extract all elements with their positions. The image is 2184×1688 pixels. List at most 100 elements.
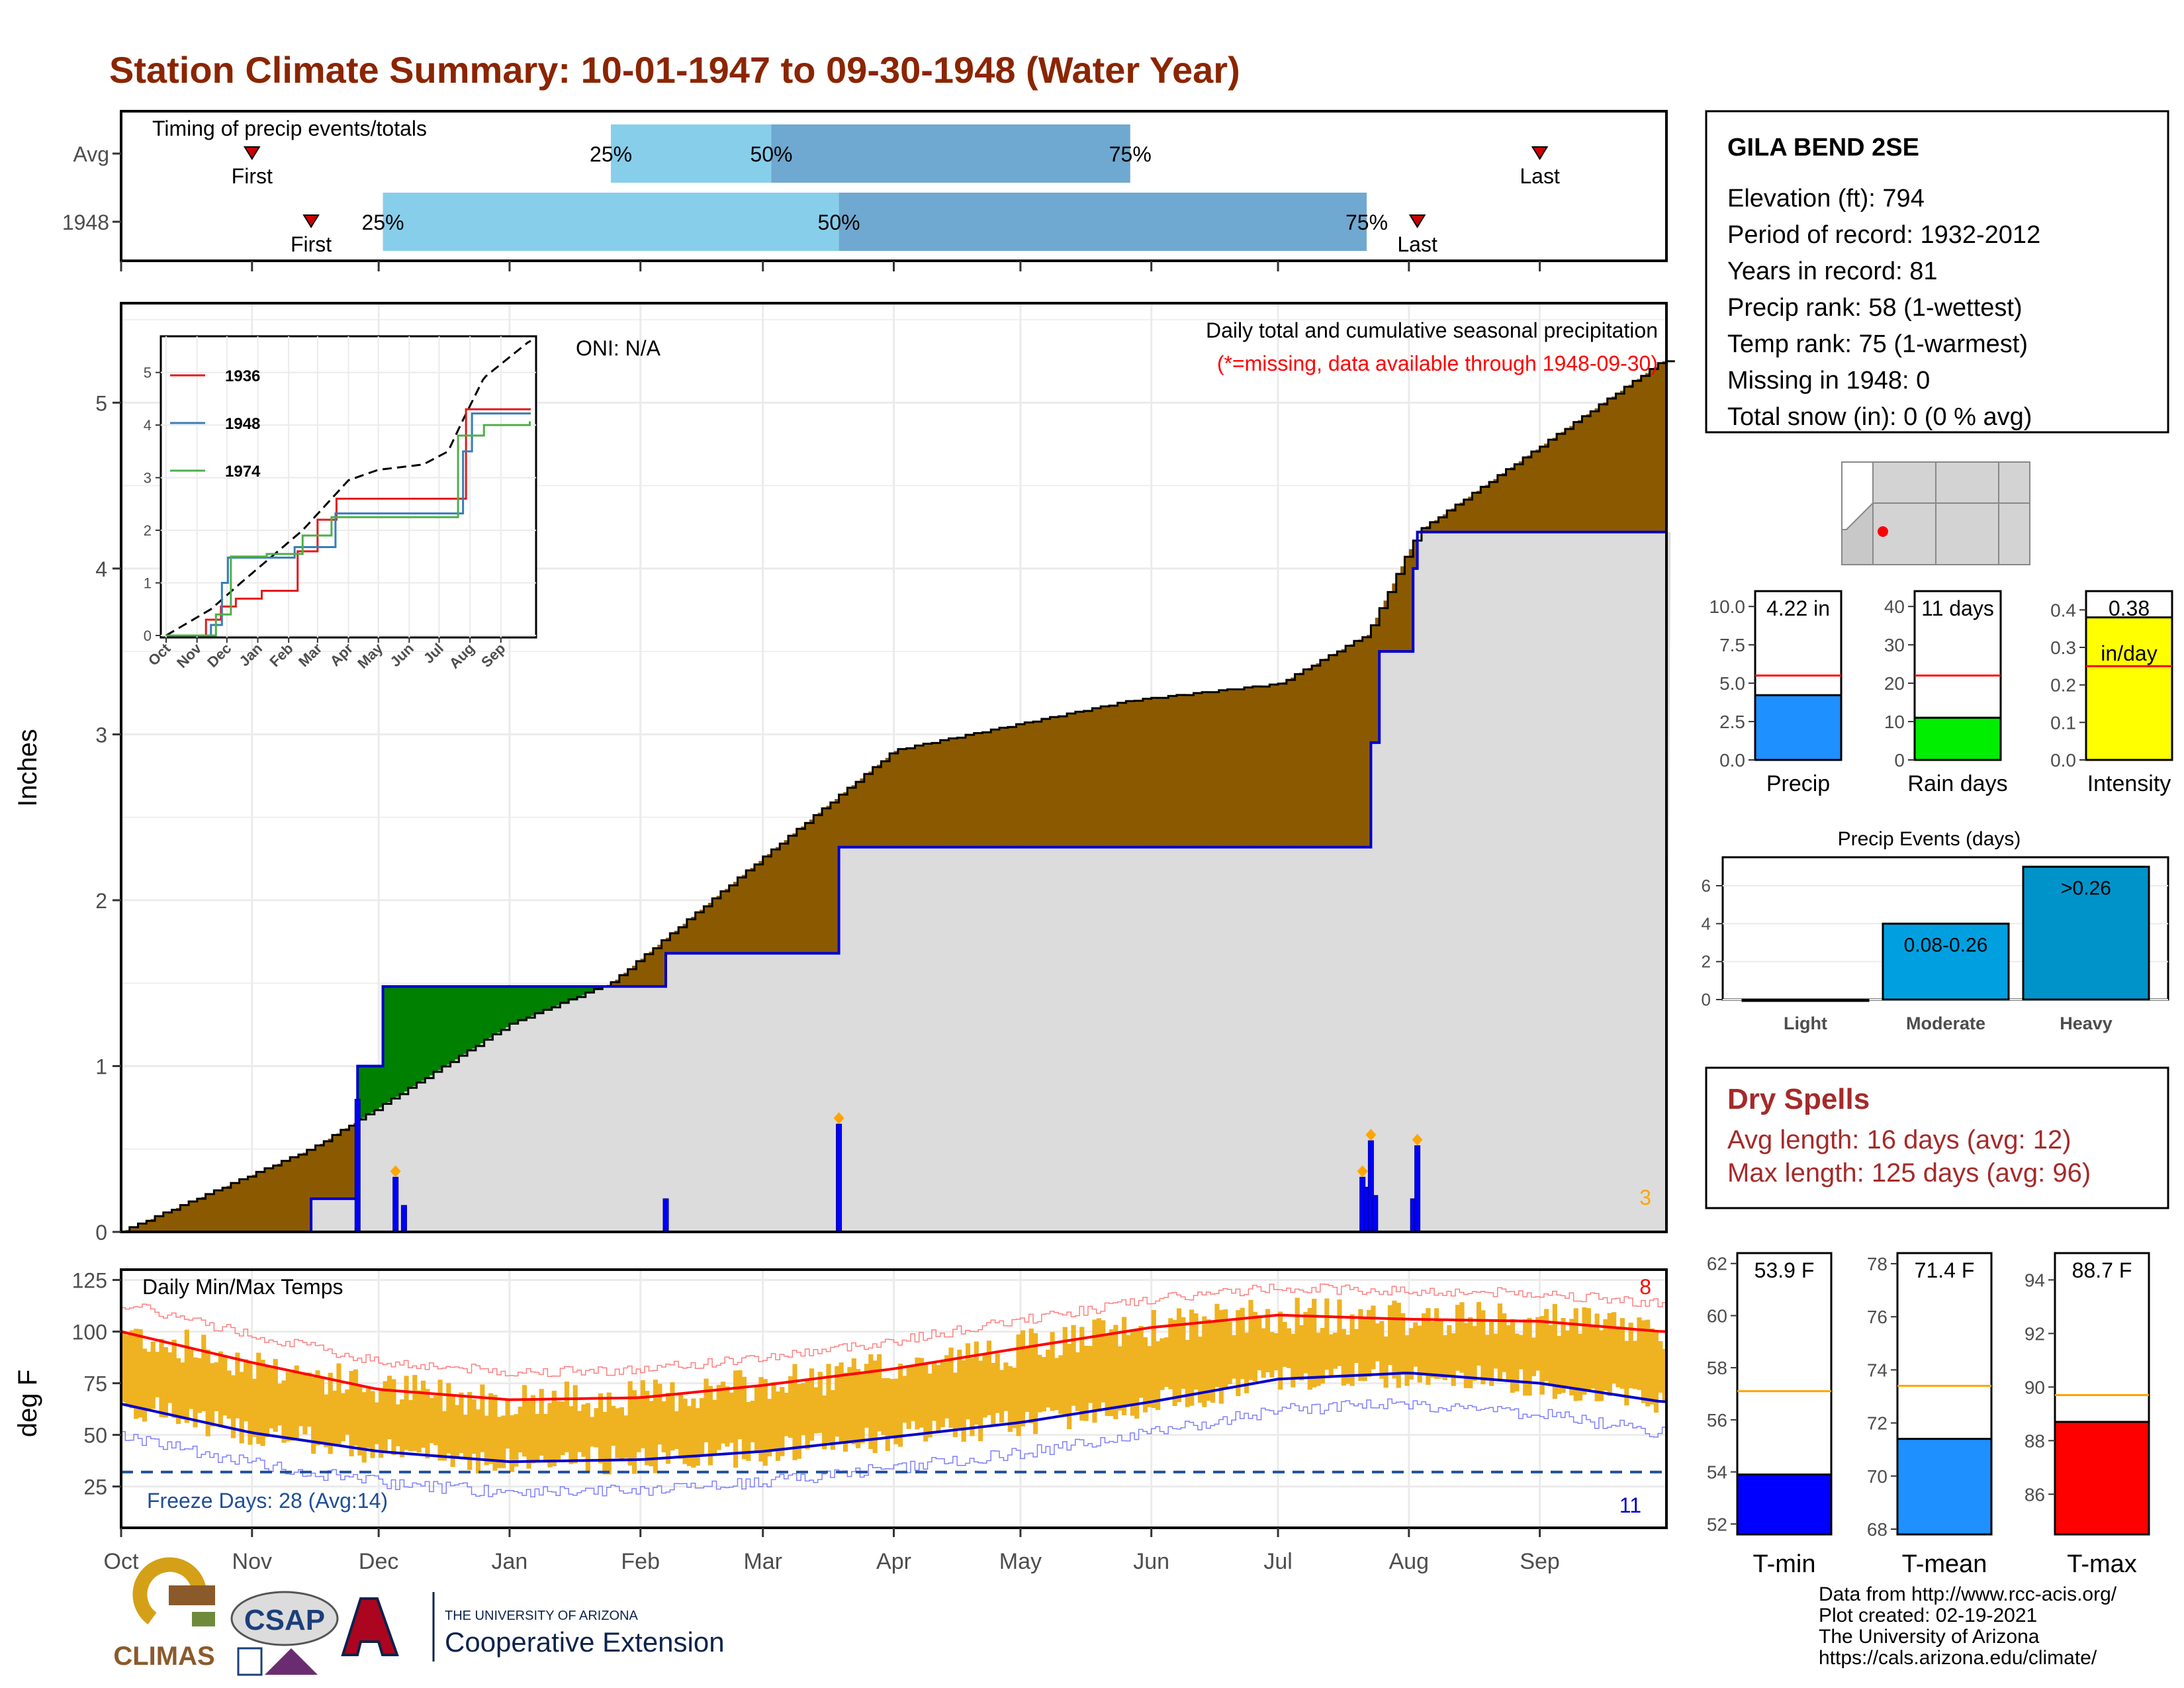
daily-temp-range-bar bbox=[290, 1369, 295, 1441]
dry-spells-max: Max length: 125 days (avg: 96) bbox=[1727, 1158, 2091, 1188]
small-bar-ytick-label: 40 bbox=[1884, 596, 1905, 617]
deficit-area bbox=[1637, 379, 1642, 532]
timing-bar-50-75 bbox=[839, 193, 1367, 251]
daily-temp-range-bar bbox=[1459, 1302, 1465, 1373]
deficit-area bbox=[1046, 719, 1051, 847]
month-tick-label: Feb bbox=[621, 1549, 660, 1574]
precip-events-bar bbox=[1741, 998, 1870, 1002]
daily-temp-range-bar bbox=[746, 1401, 751, 1461]
small-bar-category-label: Precip bbox=[1766, 771, 1830, 796]
deficit-area bbox=[674, 931, 679, 954]
deficit-area bbox=[1236, 689, 1241, 847]
inset-ytick-label: 0 bbox=[144, 628, 152, 644]
daily-temp-range-bar bbox=[535, 1414, 540, 1462]
deficit-area bbox=[205, 1195, 210, 1232]
surplus-area bbox=[370, 1066, 375, 1113]
daily-temp-range-bar bbox=[682, 1398, 688, 1464]
daily-temp-range-bar bbox=[167, 1352, 173, 1403]
deficit-area bbox=[839, 795, 844, 847]
daily-temp-range-bar bbox=[455, 1405, 460, 1457]
avg-min-temp-line bbox=[120, 1372, 1667, 1464]
station-info-line: Temp rank: 75 (1-warmest) bbox=[1727, 330, 2028, 358]
daily-temp-range-bar bbox=[594, 1408, 599, 1448]
daily-temp-range-bar bbox=[686, 1406, 692, 1466]
surplus-area bbox=[391, 986, 396, 1100]
daily-temp-range-bar bbox=[1569, 1319, 1574, 1396]
daily-temp-range-bar bbox=[1092, 1319, 1097, 1423]
daily-temp-range-bar bbox=[501, 1415, 506, 1468]
daily-temp-range-bar bbox=[1176, 1308, 1182, 1403]
daily-temp-range-bar bbox=[813, 1387, 819, 1434]
events-ytick-label: 6 bbox=[1702, 876, 1711, 896]
deficit-area bbox=[230, 1184, 236, 1232]
daily-temp-range-bar bbox=[970, 1358, 975, 1436]
daily-temp-range-bar bbox=[1037, 1354, 1042, 1413]
deficit-area bbox=[1176, 696, 1181, 847]
ua-small-text: THE UNIVERSITY OF ARIZONA bbox=[445, 1609, 639, 1623]
daily-temp-range-bar bbox=[475, 1409, 481, 1474]
deficit-area bbox=[737, 878, 743, 954]
events-ytick-label: 0 bbox=[1702, 990, 1711, 1009]
inset-legend-label: 1948 bbox=[225, 415, 260, 433]
events-ytick-label: 2 bbox=[1702, 952, 1711, 972]
deficit-area bbox=[911, 747, 915, 847]
temp-bar-category-label: T-max bbox=[2067, 1550, 2137, 1578]
daily-temp-range-bar bbox=[361, 1392, 367, 1463]
deficit-area bbox=[1016, 725, 1021, 847]
station-info-line: Elevation (ft): 794 bbox=[1727, 185, 1925, 212]
daily-temp-range-bar bbox=[374, 1402, 379, 1444]
daily-temp-range-bar bbox=[395, 1404, 400, 1446]
deficit-area bbox=[159, 1215, 164, 1232]
daily-temp-range-bar bbox=[1387, 1305, 1393, 1366]
daily-temp-range-bar bbox=[1109, 1329, 1115, 1417]
small-bar-ytick-label: 0.0 bbox=[1719, 750, 1745, 771]
daily-temp-range-bar bbox=[1041, 1357, 1046, 1412]
surplus-area bbox=[492, 986, 498, 1035]
small-bar-ytick-label: 2.5 bbox=[1719, 712, 1745, 732]
daily-temp-range-bar bbox=[1244, 1333, 1250, 1393]
daily-temp-range-bar bbox=[868, 1354, 874, 1450]
daily-temp-range-bar bbox=[645, 1391, 650, 1466]
daily-temp-range-bar bbox=[1426, 1308, 1431, 1385]
deficit-area bbox=[1358, 639, 1363, 847]
deficit-area bbox=[1400, 566, 1406, 652]
daily-temp-range-bar bbox=[408, 1400, 414, 1452]
daily-temp-range-bar bbox=[657, 1383, 662, 1445]
daily-temp-range-bar bbox=[581, 1404, 586, 1457]
daily-temp-range-bar bbox=[1012, 1368, 1017, 1429]
daily-temp-range-bar bbox=[1451, 1333, 1456, 1386]
daily-temp-range-bar bbox=[801, 1383, 806, 1435]
daily-temp-range-bar bbox=[872, 1360, 878, 1454]
daily-temp-range-bar bbox=[1455, 1305, 1461, 1371]
daily-temp-range-bar bbox=[425, 1389, 430, 1459]
daily-temp-range-bar bbox=[1561, 1318, 1566, 1393]
daily-precip-bar bbox=[400, 1205, 407, 1233]
surplus-area bbox=[551, 986, 557, 1008]
deficit-area bbox=[1612, 397, 1617, 532]
deficit-area bbox=[302, 1152, 308, 1232]
deficit-area bbox=[134, 1226, 139, 1232]
daily-temp-range-bar bbox=[400, 1399, 405, 1458]
daily-temp-range-bar bbox=[514, 1414, 519, 1467]
station-name: GILA BEND 2SE bbox=[1727, 134, 1919, 162]
deficit-area bbox=[1312, 665, 1317, 847]
deficit-area bbox=[1624, 387, 1629, 532]
deficit-area bbox=[754, 864, 759, 954]
daily-temp-range-bar bbox=[649, 1401, 654, 1467]
daily-temp-range-bar bbox=[911, 1366, 916, 1421]
deficit-area bbox=[982, 732, 987, 847]
temp-bar-value bbox=[2054, 1421, 2150, 1536]
precip-events-bar-label: 0.08-0.26 bbox=[1904, 934, 1988, 956]
deficit-area bbox=[1303, 670, 1308, 847]
deficit-area bbox=[1151, 698, 1156, 847]
deficit-area bbox=[315, 1146, 320, 1199]
deficit-area bbox=[1126, 702, 1131, 847]
daily-temp-range-bar bbox=[1265, 1309, 1271, 1372]
deficit-area bbox=[948, 739, 954, 847]
daily-precip-bar bbox=[1372, 1195, 1379, 1233]
precip-ytick-label: 3 bbox=[95, 723, 107, 747]
daily-temp-range-bar bbox=[433, 1395, 439, 1446]
heavy-precip-marker bbox=[1412, 1133, 1423, 1146]
deficit-area bbox=[269, 1167, 274, 1232]
deficit-area bbox=[214, 1191, 219, 1232]
